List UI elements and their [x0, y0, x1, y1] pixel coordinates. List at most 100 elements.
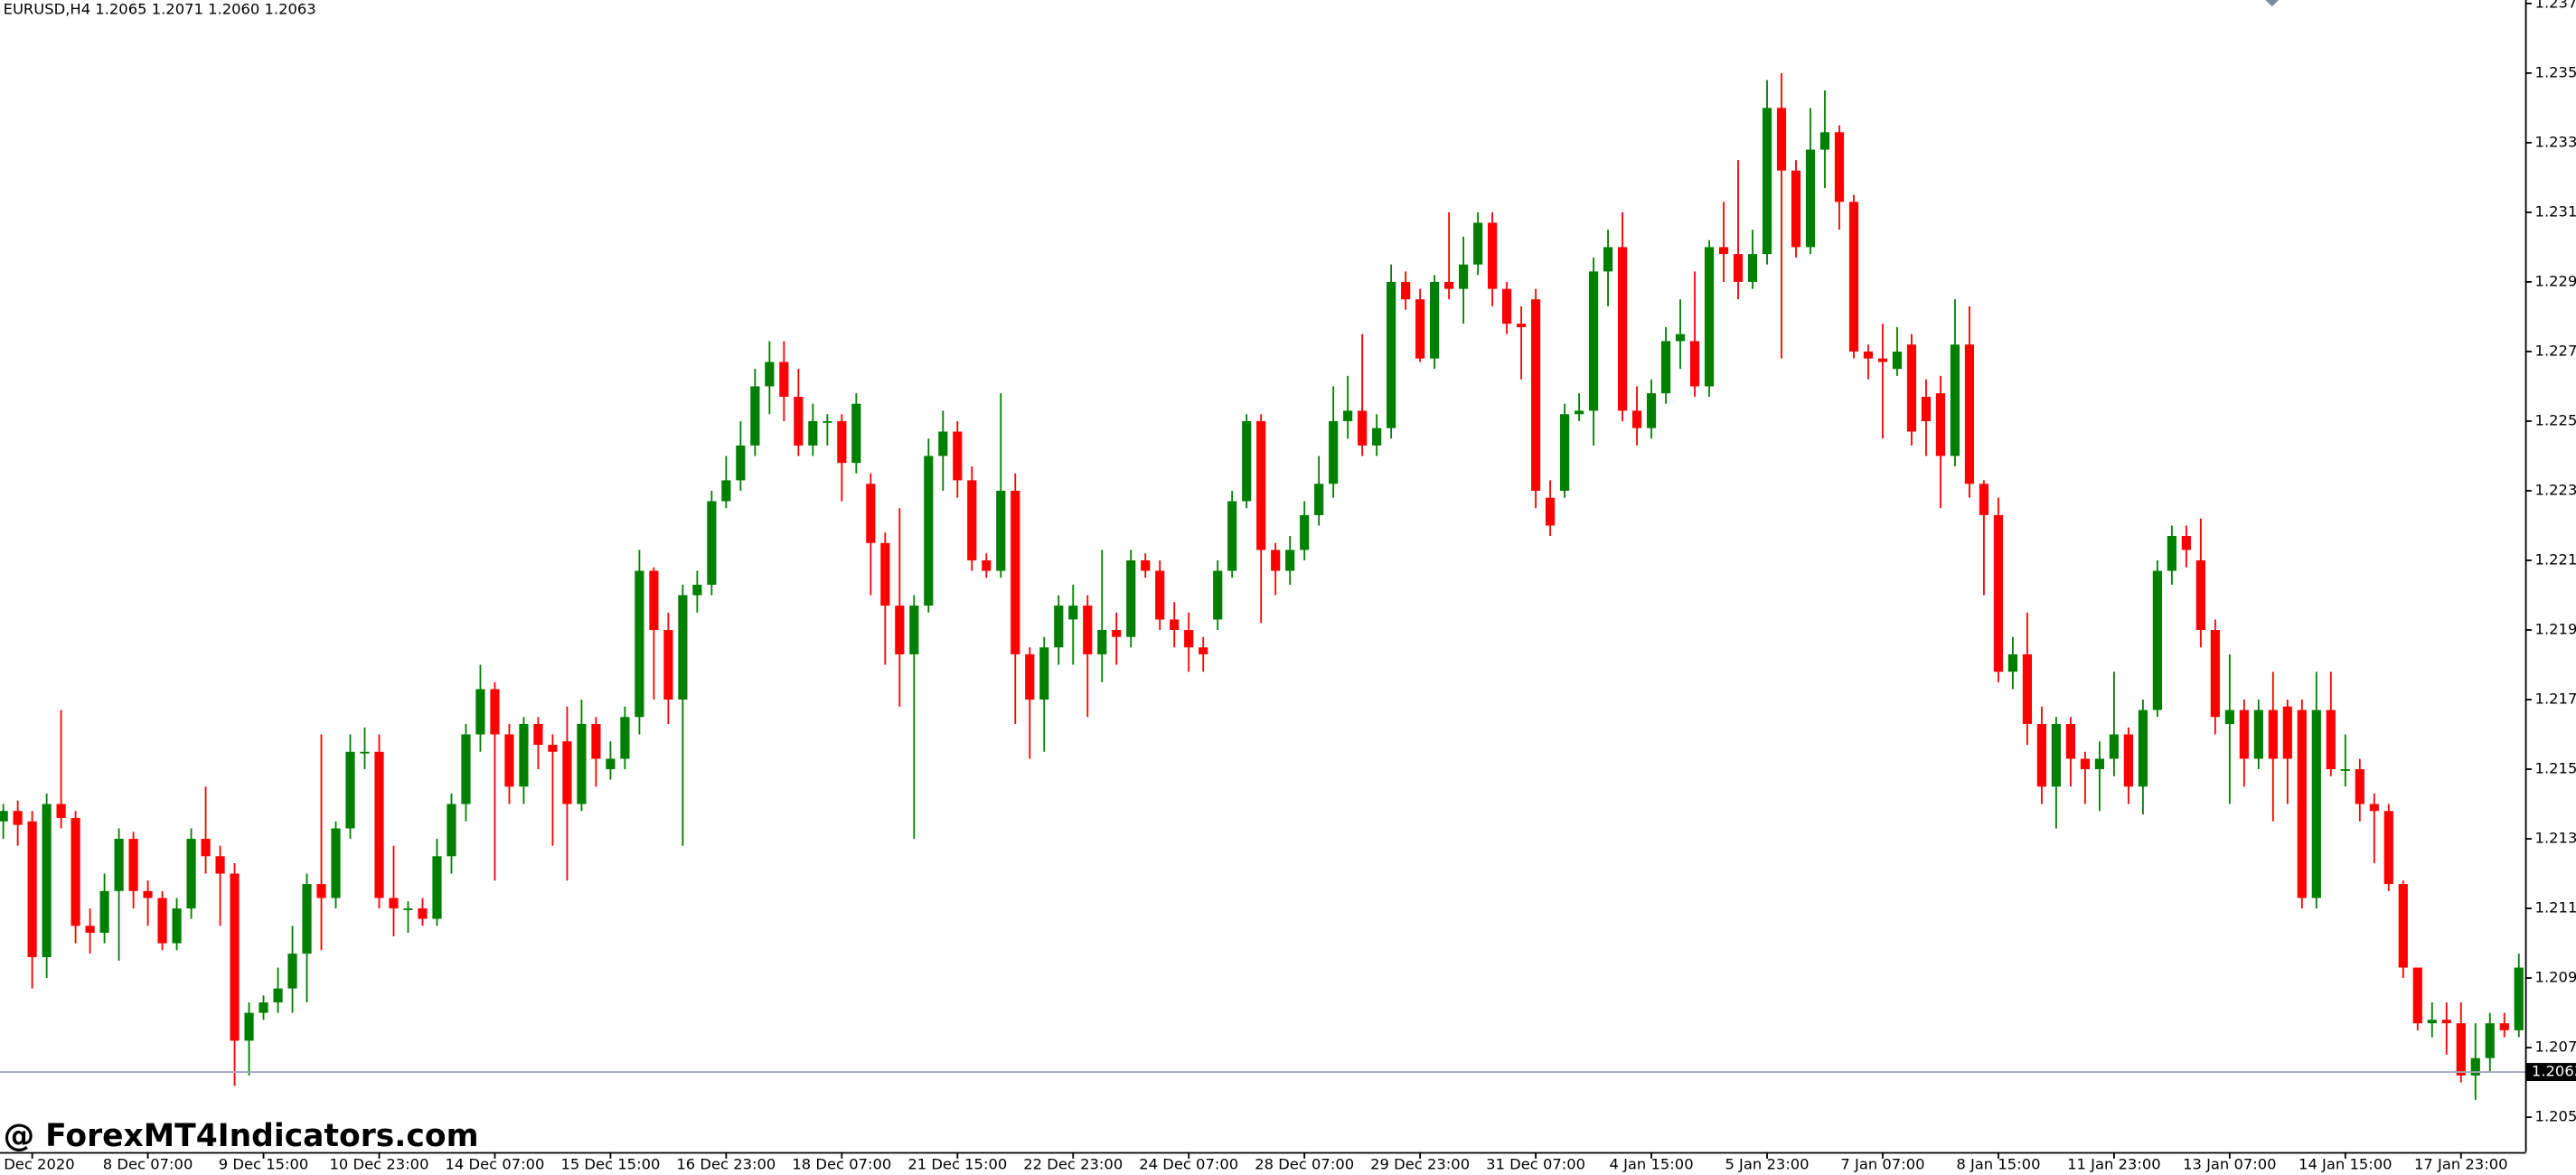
- candle-body: [1660, 341, 1671, 394]
- candle-body: [2051, 723, 2061, 787]
- candle-body: [1689, 341, 1700, 387]
- candle-body: [1213, 570, 1223, 620]
- x-tick-label: 21 Dec 15:00: [907, 1156, 1007, 1173]
- candle-body: [982, 559, 992, 571]
- candle-body: [750, 386, 760, 446]
- candle-body: [1141, 559, 1151, 571]
- candle-body: [2441, 1020, 2451, 1024]
- x-tick-label: 13 Jan 07:00: [2183, 1156, 2277, 1173]
- last-price-box: [2526, 1063, 2576, 1082]
- candle-body: [707, 501, 717, 585]
- candle-body: [1892, 351, 1903, 370]
- candle-body: [635, 570, 644, 718]
- x-tick-label: 4 Jan 15:00: [1609, 1156, 1693, 1173]
- candle-body: [2398, 884, 2408, 968]
- candle-body: [42, 804, 52, 957]
- y-tick-label: 1.2270: [2535, 342, 2576, 359]
- y-tick-label: 1.2050: [2535, 1108, 2576, 1125]
- candle-body: [2297, 710, 2307, 898]
- candle-body: [1848, 202, 1859, 352]
- candle-body: [447, 804, 456, 857]
- candle-body: [2224, 710, 2234, 724]
- candle-body: [2514, 967, 2524, 1030]
- x-tick-label: 5 Dec 2020: [0, 1156, 75, 1173]
- x-tick-label: 28 Dec 07:00: [1255, 1156, 1354, 1173]
- candle-body: [1372, 428, 1382, 446]
- candle-body: [895, 606, 905, 654]
- candle-body: [1502, 288, 1512, 324]
- candle-body: [273, 988, 283, 1003]
- candle-body: [2485, 1023, 2495, 1058]
- candle-body: [1603, 247, 1613, 272]
- y-tick-label: 1.2150: [2535, 760, 2576, 777]
- candle-body: [1559, 414, 1570, 491]
- candle-body: [1877, 358, 1888, 362]
- candle-body: [2355, 769, 2364, 804]
- candle-body: [1314, 484, 1324, 515]
- candle-body: [1387, 281, 1396, 428]
- candle-body: [128, 839, 138, 891]
- candle-body: [2427, 1020, 2437, 1024]
- candle-body: [201, 839, 211, 857]
- candle-body: [13, 811, 23, 825]
- candle-body: [2036, 723, 2047, 787]
- candle-body: [692, 584, 702, 596]
- candle-body: [1993, 514, 2004, 672]
- candle-body: [1834, 132, 1845, 202]
- candle-body: [2383, 811, 2393, 885]
- candle-body: [1011, 490, 1020, 654]
- candle-body: [736, 445, 746, 481]
- candle-body: [360, 751, 370, 754]
- candle-body: [837, 420, 847, 464]
- candle-body: [2195, 559, 2205, 630]
- candle-body: [230, 873, 240, 1041]
- y-tick-label: 1.2290: [2535, 272, 2576, 289]
- candle-body: [938, 431, 948, 456]
- candle-body: [953, 431, 963, 481]
- candle-body: [2065, 723, 2075, 759]
- y-tick-label: 1.2070: [2535, 1039, 2576, 1056]
- candle-body: [1083, 606, 1093, 654]
- x-tick-label: 22 Dec 23:00: [1023, 1156, 1123, 1173]
- candle-body: [909, 606, 919, 654]
- x-tick-label: 5 Jan 23:00: [1725, 1156, 1809, 1173]
- x-tick-label: 16 Dec 23:00: [676, 1156, 776, 1173]
- candle-body: [114, 839, 124, 891]
- candle-body: [2210, 629, 2220, 718]
- candle-body: [765, 362, 775, 387]
- candle-body: [1935, 393, 1946, 456]
- candle-body: [1776, 108, 1787, 171]
- candle-body: [1979, 484, 1989, 515]
- candle-body: [1329, 420, 1339, 484]
- candle-body: [2340, 769, 2350, 771]
- candle-body: [389, 898, 399, 909]
- candle-body: [2412, 967, 2422, 1024]
- x-tick-label: 15 Dec 15:00: [560, 1156, 660, 1173]
- candle-body: [2311, 710, 2321, 898]
- candle-body: [1285, 550, 1295, 571]
- candle-body: [548, 745, 558, 752]
- candle-body: [287, 954, 297, 989]
- candle-body: [1097, 629, 1107, 654]
- x-tick-label: 9 Dec 15:00: [219, 1156, 309, 1173]
- candle-body: [244, 1012, 254, 1041]
- candle-body: [606, 758, 616, 770]
- candle-body: [99, 890, 109, 934]
- y-tick-label: 1.2210: [2535, 550, 2576, 568]
- candle-body: [215, 856, 225, 874]
- y-tick-label: 1.2230: [2535, 481, 2576, 498]
- candle-body: [1617, 247, 1628, 411]
- candle-body: [1863, 351, 1874, 359]
- x-tick-label: 8 Jan 15:00: [1956, 1156, 2040, 1173]
- candle-body: [808, 420, 818, 446]
- candle-body: [1039, 647, 1049, 700]
- candle-body: [1199, 647, 1208, 654]
- candle-body: [2007, 653, 2018, 672]
- candle-body: [794, 396, 804, 446]
- y-tick-label: 1.2090: [2535, 969, 2576, 986]
- candle-body: [1444, 281, 1454, 289]
- candle-body: [2152, 570, 2162, 710]
